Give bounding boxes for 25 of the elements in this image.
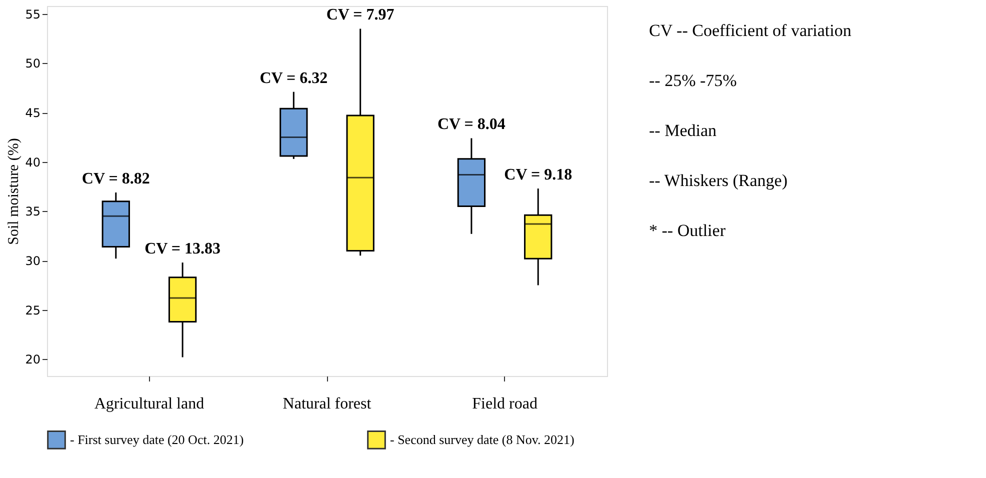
- annotation: CV = 6.32: [260, 70, 328, 87]
- annotation: CV = 8.82: [82, 170, 150, 188]
- x-tick-label: Field road: [472, 396, 538, 412]
- text: -- Whiskers (Range): [649, 171, 788, 190]
- text: -- 25% -75%: [649, 71, 737, 90]
- annotation: CV = 7.97: [326, 6, 394, 24]
- text: -- Median: [649, 121, 717, 140]
- y-tick-label: 20: [25, 352, 40, 367]
- annotation: CV = 13.83: [144, 240, 221, 258]
- y-tick-label: 25: [25, 303, 40, 318]
- annotation: CV = 9.18: [504, 166, 572, 184]
- y-tick-label: 35: [25, 204, 40, 219]
- legend-label: - First survey date (20 Oct. 2021): [70, 432, 244, 447]
- legend-label: - Second survey date (8 Nov. 2021): [390, 432, 574, 447]
- text: * -- Outlier: [649, 221, 726, 240]
- annotation: CV = 8.04: [437, 116, 506, 134]
- x-tick-label: Agricultural land: [94, 396, 204, 412]
- y-axis-title: Soil moisture (%): [6, 138, 22, 245]
- y-tick-label: 40: [25, 155, 40, 170]
- y-tick-label: 50: [25, 56, 40, 71]
- text: CV -- Coefficient of variation: [649, 21, 852, 40]
- y-tick-label: 30: [25, 254, 40, 268]
- y-tick-label: 55: [25, 7, 40, 22]
- x-tick-label: Natural forest: [282, 396, 372, 412]
- y-tick-label: 45: [25, 106, 40, 120]
